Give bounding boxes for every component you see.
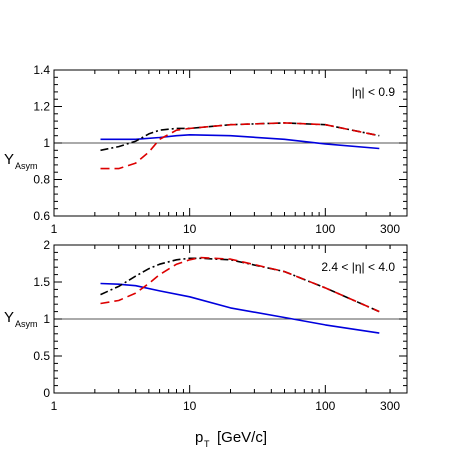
eta-range-label: 2.4 < |η| < 4.0 bbox=[321, 260, 395, 274]
y-tick-label: 1 bbox=[43, 312, 50, 326]
x-tick-label: 1 bbox=[51, 222, 58, 236]
y-axis-label-sub: Asym bbox=[15, 319, 38, 329]
series-line-dashed bbox=[100, 122, 380, 170]
x-axis-label-sub: T bbox=[204, 439, 210, 449]
y-tick-label: 1.5 bbox=[33, 275, 50, 289]
y-tick-label: 1.2 bbox=[33, 100, 50, 114]
y-tick-label: 1 bbox=[43, 136, 50, 150]
x-tick-label: 100 bbox=[315, 399, 335, 413]
y-tick-label: 0.5 bbox=[33, 349, 50, 363]
x-axis-label: p bbox=[195, 429, 203, 446]
plot-frame bbox=[53, 244, 408, 394]
y-tick-label: 0.8 bbox=[33, 173, 50, 187]
plot-frame bbox=[53, 69, 408, 217]
eta-range-label: |η| < 0.9 bbox=[352, 85, 396, 99]
x-tick-label: 300 bbox=[380, 222, 400, 236]
series-line-solid bbox=[100, 134, 380, 150]
series-line-solid bbox=[100, 282, 380, 334]
y-axis-label-sub: Asym bbox=[15, 161, 38, 171]
panel-bottom: 1 10 100 300 0 0.5 1 1.5 2 Y Asym 2.4 < |η| < 4.0 p T… bbox=[4, 238, 408, 449]
y-tick-label: 0.6 bbox=[33, 209, 50, 223]
x-tick-label: 100 bbox=[315, 222, 335, 236]
y-axis-label: Y bbox=[4, 151, 14, 168]
y-axis-label: Y bbox=[4, 309, 14, 326]
x-tick-label: 300 bbox=[380, 399, 400, 413]
x-axis-unit: [GeV/c] bbox=[217, 429, 267, 446]
y-tick-label: 2 bbox=[43, 238, 50, 252]
panel-top: 1 10 100 300 0.6 0.8 1 1.2 1.4 Y Asym |η| < 0.9 bbox=[4, 63, 408, 236]
y-tick-label: 1.4 bbox=[33, 63, 50, 77]
x-tick-label: 1 bbox=[51, 399, 58, 413]
x-tick-label: 10 bbox=[183, 222, 197, 236]
y-tick-label: 0 bbox=[43, 386, 50, 400]
series-line-dashdot bbox=[100, 257, 380, 313]
x-tick-label: 10 bbox=[183, 399, 197, 413]
series-line-dashed bbox=[100, 256, 380, 313]
